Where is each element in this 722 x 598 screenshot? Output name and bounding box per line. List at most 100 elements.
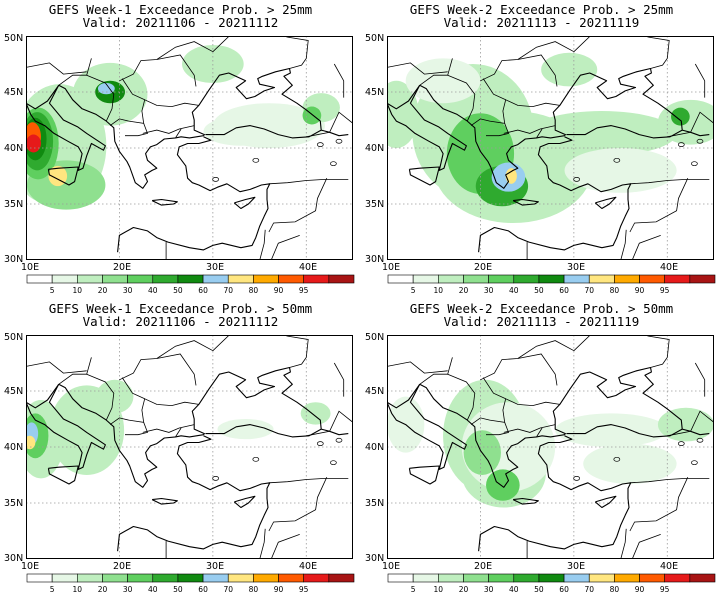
colorbar-tick-label: 5 xyxy=(50,585,55,594)
colorbar-box xyxy=(26,274,53,284)
colorbar-box xyxy=(538,573,565,583)
colorbar-tick-label: 90 xyxy=(635,585,645,594)
lat-label-40n: 40N xyxy=(4,442,24,453)
colorbar-tick-label: 70 xyxy=(584,286,594,295)
country-border xyxy=(620,229,627,260)
colorbar-tick-label: 80 xyxy=(249,286,259,295)
lake-outline xyxy=(335,138,343,144)
country-border xyxy=(667,410,714,437)
country-border xyxy=(631,235,661,260)
country-border xyxy=(306,410,353,437)
country-border xyxy=(620,528,627,559)
colorbar-box xyxy=(77,573,103,583)
lat-label-50n: 50N xyxy=(4,332,24,343)
country-border xyxy=(503,125,556,134)
country-border xyxy=(536,427,543,438)
country-border xyxy=(536,128,543,139)
coastline xyxy=(387,383,421,409)
lat-label-35n: 35N xyxy=(365,199,385,210)
colorbar-box xyxy=(689,573,716,583)
lon-label-30e: 30E xyxy=(206,262,225,273)
coastline xyxy=(321,129,349,137)
country-border xyxy=(419,357,453,385)
lon-label-20e: 20E xyxy=(474,262,493,273)
map-frame xyxy=(387,335,714,559)
lon-label-40e: 40E xyxy=(299,262,318,273)
lat-label-45n: 45N xyxy=(365,386,385,397)
probability-area xyxy=(96,379,134,414)
country-border xyxy=(517,340,575,359)
colorbar-tick-label: 95 xyxy=(299,286,309,295)
coastline xyxy=(387,85,467,171)
colorbar-tick-label: 5 xyxy=(411,286,416,295)
map-frame xyxy=(387,36,714,260)
country-border xyxy=(212,335,309,368)
colorbar-tick-label: 20 xyxy=(98,286,108,295)
lon-label-30e: 30E xyxy=(567,262,586,273)
probability-area xyxy=(555,413,668,447)
colorbar-tick-label: 20 xyxy=(459,286,469,295)
colorbar: 5 10 20 30 40 50 60 70 80 90 95 xyxy=(387,274,716,295)
colorbar-box xyxy=(513,573,540,583)
coastline xyxy=(512,198,539,206)
colorbar-box xyxy=(664,274,691,284)
colorbar-box xyxy=(689,274,716,284)
coastline xyxy=(117,136,271,253)
country-border xyxy=(503,424,556,433)
lake-outline xyxy=(573,177,581,182)
country-border xyxy=(86,373,115,421)
colorbar-tick-label: 20 xyxy=(459,585,469,594)
panel-title: GEFS Week-2 Exceedance Prob. > 50mm xyxy=(409,301,674,316)
country-border xyxy=(141,99,199,124)
panel-title: GEFS Week-2 Exceedance Prob. > 25mm xyxy=(409,2,674,17)
lake-outline xyxy=(677,142,685,147)
lat-label-35n: 35N xyxy=(4,199,24,210)
country-border xyxy=(573,36,670,69)
colorbar-box xyxy=(202,274,229,284)
coastline xyxy=(151,497,178,505)
country-border xyxy=(694,362,706,397)
colorbar-box xyxy=(563,274,590,284)
colorbar-tick-label: 80 xyxy=(610,286,620,295)
country-border xyxy=(631,534,661,559)
colorbar-box xyxy=(639,573,665,583)
colorbar-box xyxy=(253,274,279,284)
lon-label-30e: 30E xyxy=(567,561,586,572)
lake-outline xyxy=(691,460,698,466)
country-border xyxy=(268,477,328,532)
coastline xyxy=(408,465,440,485)
coastline xyxy=(26,384,106,470)
panel-title: GEFS Week-1 Exceedance Prob. > 50mm xyxy=(48,301,313,316)
lon-label-20e: 20E xyxy=(474,561,493,572)
lat-label-45n: 45N xyxy=(365,87,385,98)
lat-label-35n: 35N xyxy=(4,498,24,509)
coastline xyxy=(387,84,421,110)
colorbar-box xyxy=(438,573,464,583)
colorbar-box xyxy=(438,274,464,284)
colorbar-box xyxy=(563,573,590,583)
lon-label-40e: 40E xyxy=(660,262,679,273)
colorbar-tick-label: 70 xyxy=(223,286,233,295)
colorbar-box xyxy=(177,274,204,284)
lon-label-10e: 10E xyxy=(382,262,401,273)
probability-area xyxy=(583,443,677,484)
coastline xyxy=(233,495,256,509)
lake-outline xyxy=(573,476,581,481)
probability-area xyxy=(564,148,677,193)
colorbar-tick-label: 10 xyxy=(73,585,83,594)
country-border xyxy=(480,54,558,87)
lake-outline xyxy=(677,441,685,446)
colorbar-box xyxy=(202,573,229,583)
lon-label-10e: 10E xyxy=(382,561,401,572)
colorbar-box xyxy=(51,573,78,583)
colorbar-box xyxy=(538,274,565,284)
country-border xyxy=(86,74,115,122)
lon-label-20e: 20E xyxy=(113,561,132,572)
lake-outline xyxy=(316,142,324,147)
colorbar-box xyxy=(227,274,254,284)
coastline xyxy=(26,383,60,409)
colorbar-tick-label: 80 xyxy=(610,585,620,594)
colorbar-tick-label: 40 xyxy=(148,286,158,295)
panel-title: GEFS Week-1 Exceedance Prob. > 25mm xyxy=(48,2,313,17)
colorbar-tick-label: 30 xyxy=(484,286,494,295)
